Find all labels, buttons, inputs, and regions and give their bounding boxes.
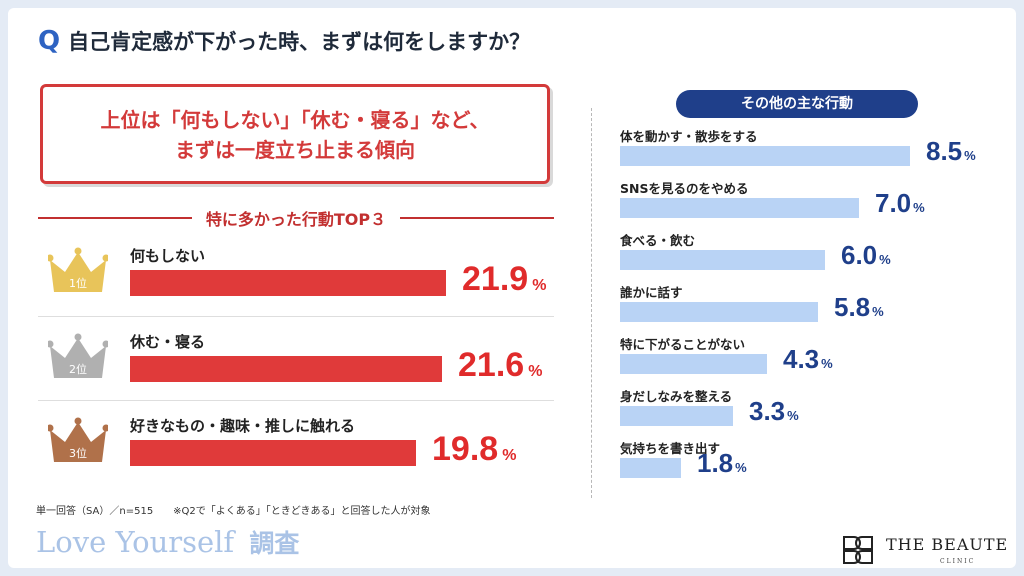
other-value: 4.3% — [783, 344, 833, 375]
other-value-number: 4.3 — [783, 344, 820, 374]
highlight-line-2: まずは一度立ち止まる傾向 — [175, 138, 415, 162]
crown-icon: 2位 — [48, 333, 108, 378]
other-bar — [620, 458, 681, 478]
heading-line-right — [400, 217, 554, 219]
infographic-card: Q 自己肯定感が下がった時、まずは何をしますか？ 上位は「何もしない」「休む・寝… — [8, 8, 1016, 568]
question-title: Q 自己肯定感が下がった時、まずは何をしますか？ — [38, 26, 530, 56]
rank-number: 1位 — [69, 276, 87, 290]
percent-sign: % — [913, 200, 925, 215]
rank-bar — [130, 270, 446, 296]
crown-icon: 1位 — [48, 247, 108, 292]
rank-label: 何もしない — [130, 247, 206, 265]
rank-number: 2位 — [69, 362, 87, 376]
rank-bar — [130, 356, 442, 382]
other-value: 8.5% — [926, 136, 976, 167]
other-label: 体を動かす・散歩をする — [620, 129, 758, 144]
other-value-number: 1.8 — [697, 448, 734, 478]
brand-suffix: 調査 — [249, 529, 300, 558]
rank-label: 好きなもの・趣味・推しに触れる — [130, 417, 356, 435]
brand-logo-love-yourself: Love Yourself 調査 — [36, 524, 299, 560]
percent-sign: % — [532, 277, 547, 294]
percent-sign: % — [872, 304, 884, 319]
other-label: 身だしなみを整える — [620, 389, 733, 404]
top3-heading-text: 特に多かった行動TOP３ — [205, 210, 387, 229]
brand-main: Love Yourself — [36, 525, 235, 559]
other-bar — [620, 146, 910, 166]
percent-sign: % — [528, 363, 543, 380]
rank-number: 3位 — [69, 446, 87, 460]
rank-value-number: 19.8 — [432, 430, 499, 468]
top3-heading: 特に多かった行動TOP３ — [38, 206, 554, 230]
other-value: 6.0% — [841, 240, 891, 271]
other-value-number: 6.0 — [841, 240, 878, 270]
rank-value-number: 21.9 — [462, 260, 529, 298]
other-bar — [620, 198, 859, 218]
other-bar — [620, 302, 818, 322]
question-mark: Q — [38, 26, 61, 56]
other-label: 特に下がることがない — [620, 337, 746, 352]
other-label: 気持ちを書き出す — [620, 441, 721, 456]
crown-icon: 3位 — [48, 417, 108, 462]
percent-sign: % — [787, 408, 799, 423]
other-value: 3.3% — [749, 396, 799, 427]
section-divider — [591, 108, 592, 498]
rank-bar — [130, 440, 416, 466]
rank-separator — [38, 400, 554, 401]
highlight-line-1: 上位は「何もしない」「休む・寝る」など、 — [100, 108, 490, 132]
other-bar — [620, 354, 767, 374]
others-heading: その他の主な行動 — [676, 90, 918, 118]
percent-sign: % — [964, 148, 976, 163]
footnote: 単一回答（SA）／n=515 ※Q2で「よくある」「ときどきある」と回答した人が… — [36, 506, 431, 517]
clinic-name: THE BEAUTE — [886, 535, 1009, 554]
rank-value: 21.6% — [458, 346, 542, 385]
other-value: 1.8% — [697, 448, 747, 479]
other-bar — [620, 250, 825, 270]
other-value: 7.0% — [875, 188, 925, 219]
percent-sign: % — [879, 252, 891, 267]
rank-separator — [38, 316, 554, 317]
other-value-number: 7.0 — [875, 188, 912, 218]
other-label: SNSを見るのをやめる — [620, 181, 749, 196]
other-value-number: 3.3 — [749, 396, 786, 426]
highlight-box: 上位は「何もしない」「休む・寝る」など、 まずは一度立ち止まる傾向 — [40, 84, 550, 184]
other-bar — [620, 406, 733, 426]
rank-value-number: 21.6 — [458, 346, 525, 384]
heading-line-left — [38, 217, 192, 219]
rank-label: 休む・寝る — [130, 333, 206, 351]
question-text: 自己肯定感が下がった時、まずは何をしますか？ — [68, 30, 531, 54]
other-value: 5.8% — [834, 292, 884, 323]
other-label: 誰かに話す — [620, 285, 683, 300]
rank-value: 19.8% — [432, 430, 516, 469]
other-value-number: 8.5 — [926, 136, 963, 166]
percent-sign: % — [821, 356, 833, 371]
rank-value: 21.9% — [462, 260, 546, 299]
clinic-logo-icon — [843, 536, 873, 564]
clinic-sub: CLINIC — [940, 558, 976, 565]
percent-sign: % — [502, 447, 517, 464]
other-value-number: 5.8 — [834, 292, 871, 322]
other-label: 食べる・飲む — [620, 233, 696, 248]
percent-sign: % — [735, 460, 747, 475]
